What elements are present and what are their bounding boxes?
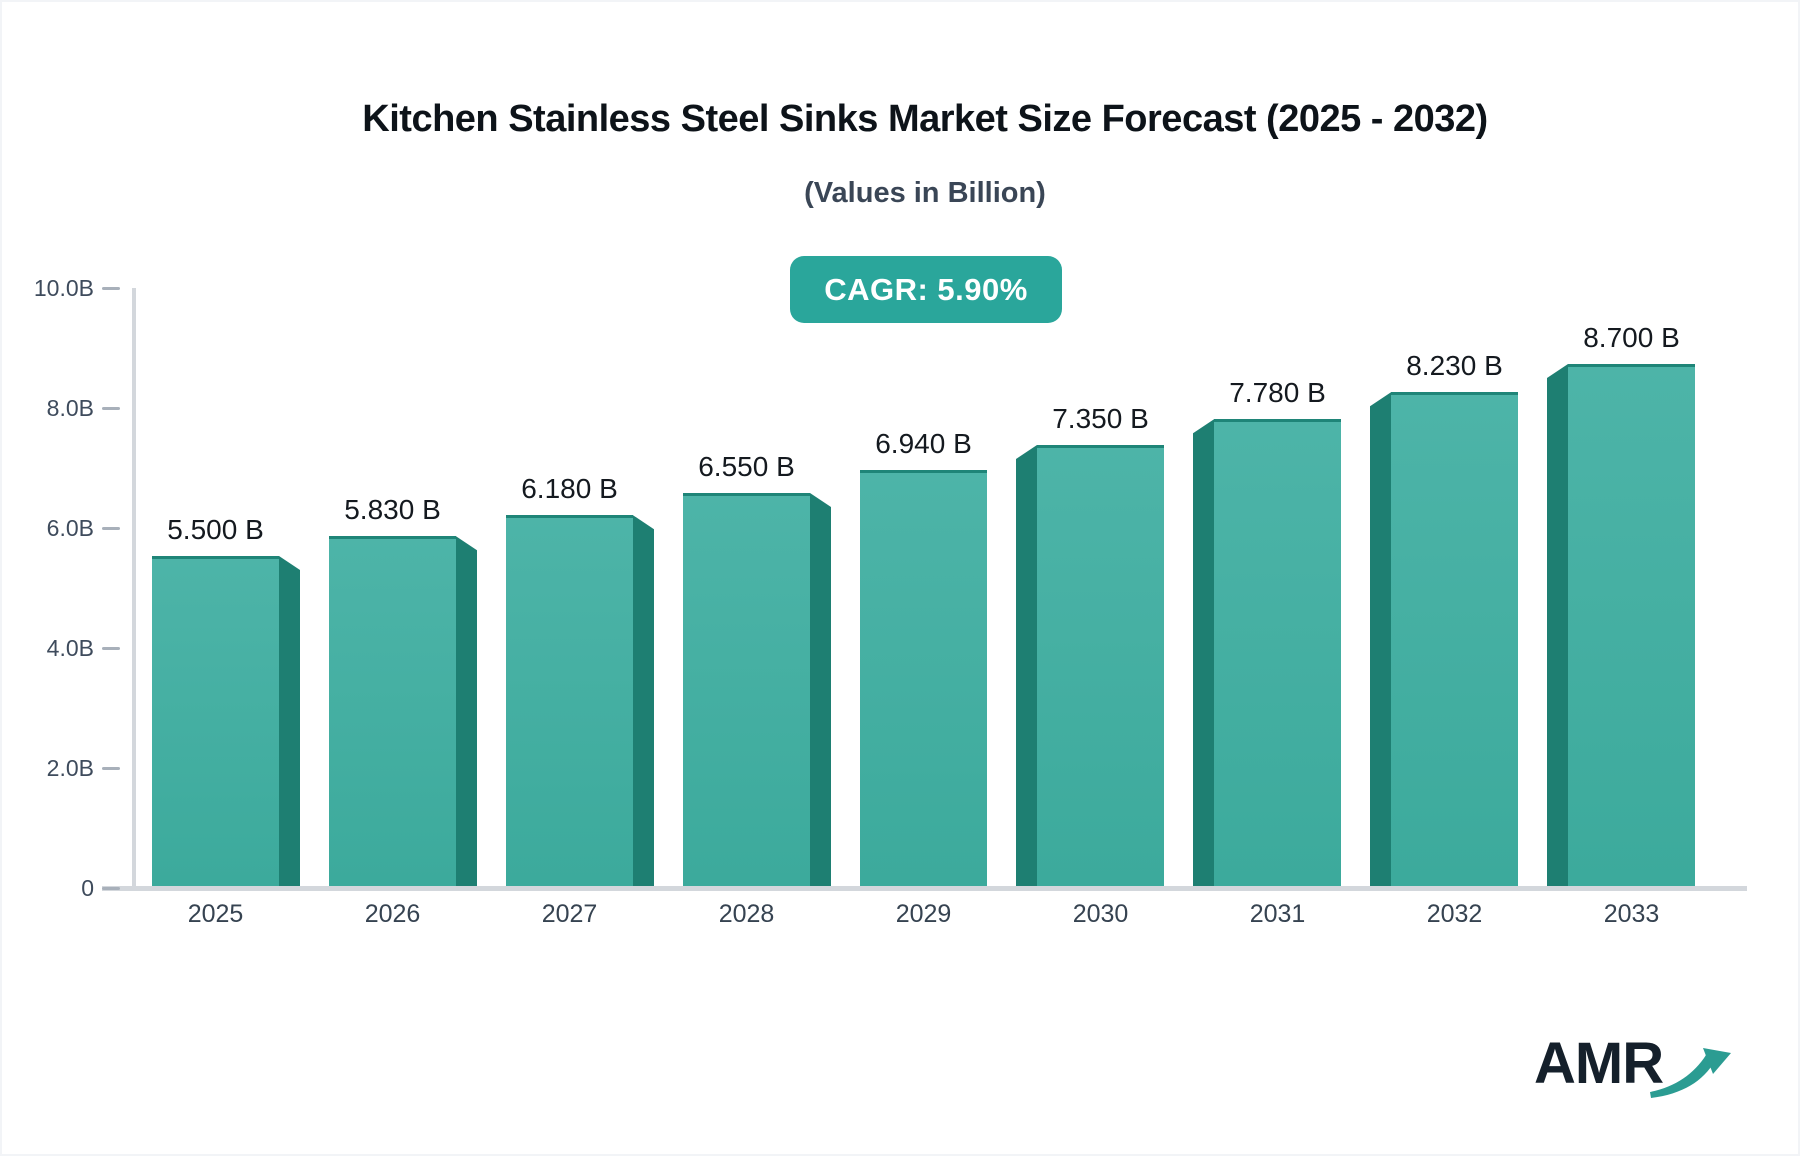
bar-value-label-2031: 7.780 B (1229, 377, 1326, 409)
y-axis-tick-mark (102, 767, 120, 770)
x-axis-line (102, 886, 1747, 891)
y-axis-tick-label: 10.0B (33, 275, 94, 301)
x-axis-label-2031: 2031 (1249, 900, 1306, 928)
chart-subtitle: (Values in Billion) (804, 177, 1046, 209)
bar-2029 (860, 469, 987, 886)
bar-value-label-2029: 6.940 B (875, 427, 972, 459)
bar-3d-side-2027 (633, 515, 654, 886)
x-axis-label-2032: 2032 (1426, 900, 1483, 928)
bar-2027 (506, 515, 633, 886)
bar-2033 (1568, 364, 1695, 886)
x-axis-label-2030: 2030 (1072, 900, 1129, 928)
growth-arrow-icon (1650, 1048, 1732, 1098)
bar-2031 (1214, 419, 1341, 886)
bar-2028 (683, 493, 810, 886)
bar-3d-side-2028 (810, 493, 831, 886)
bar-value-label-2026: 5.830 B (344, 494, 441, 526)
x-axis-label-2026: 2026 (364, 900, 421, 928)
bar-value-label-2030: 7.350 B (1052, 403, 1149, 434)
chart-title: Kitchen Stainless Steel Sinks Market Siz… (362, 98, 1488, 140)
amr-logo-text: AMR (1534, 1031, 1664, 1096)
y-axis-tick-mark (102, 527, 120, 530)
y-axis-tick-label: 4.0B (46, 635, 94, 661)
bar-2026 (329, 536, 456, 886)
y-axis-tick-mark (102, 887, 120, 890)
y-axis-tick-label: 2.0B (46, 755, 94, 781)
bar-3d-side-2030 (1016, 445, 1037, 886)
cagr-badge: CAGR: 5.90% (790, 256, 1062, 323)
bar-2030 (1037, 445, 1164, 886)
x-axis-label-2025: 2025 (187, 900, 244, 928)
y-axis-tick-mark (102, 407, 120, 410)
x-axis-label-2027: 2027 (541, 900, 598, 928)
y-axis-tick-mark (102, 287, 120, 290)
bar-3d-side-2032 (1370, 392, 1391, 886)
bar-3d-side-2025 (279, 556, 300, 886)
bar-value-label-2025: 5.500 B (167, 514, 264, 545)
bar-3d-side-2026 (456, 536, 477, 886)
bar-2025 (152, 556, 279, 886)
x-axis-label-2028: 2028 (718, 900, 775, 928)
bar-3d-side-2033 (1547, 364, 1568, 886)
y-axis-tick-label: 8.0B (46, 395, 94, 421)
bar-value-label-2033: 8.700 B (1583, 322, 1680, 353)
bar-2032 (1391, 392, 1518, 886)
y-axis-tick-mark (102, 647, 120, 650)
bar-value-label-2028: 6.550 B (698, 451, 795, 482)
y-axis-tick-label: 0 (81, 875, 94, 901)
amr-logo: AMR (1534, 1034, 1733, 1104)
x-axis-label-2033: 2033 (1603, 900, 1660, 928)
bar-value-label-2027: 6.180 B (521, 473, 618, 505)
bar-3d-side-2031 (1193, 419, 1214, 886)
y-axis-tick-label: 6.0B (46, 515, 94, 541)
y-axis-line (132, 288, 136, 891)
bar-value-label-2032: 8.230 B (1406, 350, 1503, 382)
x-axis-label-2029: 2029 (895, 900, 952, 928)
